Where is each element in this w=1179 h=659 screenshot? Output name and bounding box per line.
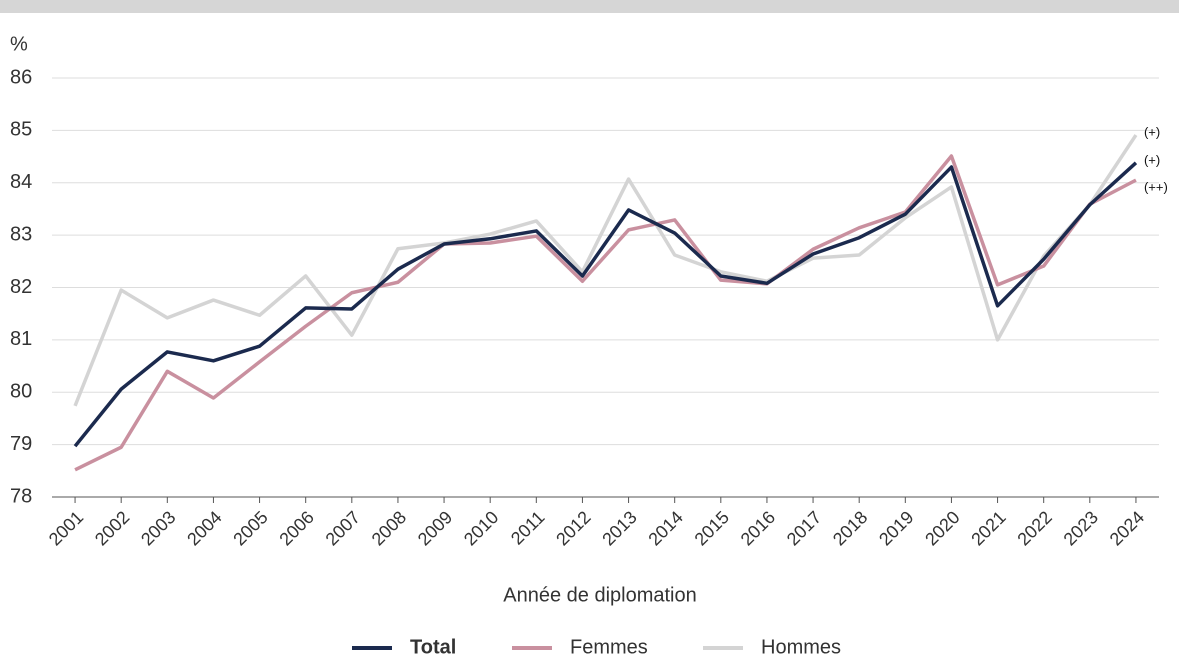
x-tick-label: 2018	[829, 507, 871, 549]
y-tick-label: 79	[10, 433, 32, 455]
x-tick-label: 2023	[1060, 507, 1102, 549]
y-tick-label: 84	[10, 171, 32, 193]
y-tick-label: 81	[10, 328, 32, 350]
x-tick-label: 2020	[921, 507, 963, 549]
x-tick-label: 2001	[45, 507, 87, 549]
x-tick-label: 2011	[507, 507, 549, 549]
top-bar	[0, 0, 1179, 13]
x-tick-label: 2019	[875, 507, 917, 549]
x-tick-label: 2013	[598, 507, 640, 549]
y-tick-label: 80	[10, 381, 32, 403]
x-tick-label: 2009	[414, 507, 456, 549]
annotation: (+)	[1144, 125, 1160, 140]
y-tick-label: 83	[10, 223, 32, 245]
annotation: (+)	[1144, 152, 1160, 167]
x-tick-label: 2005	[229, 507, 271, 549]
x-tick-label: 2002	[91, 507, 133, 549]
x-tick-label: 2015	[691, 507, 733, 549]
y-axis-label: %	[10, 33, 28, 55]
legend-label: Femmes	[570, 636, 648, 658]
y-tick-label: 78	[10, 485, 32, 507]
x-tick-label: 2024	[1106, 507, 1148, 549]
y-tick-label: 86	[10, 66, 32, 88]
annotation: (++)	[1144, 180, 1168, 195]
legend-label: Hommes	[761, 636, 841, 658]
series-line	[73, 161, 1138, 448]
x-tick-label: 2017	[783, 507, 825, 549]
x-tick-label: 2008	[368, 507, 410, 549]
x-tick-label: 2022	[1013, 507, 1055, 549]
x-tick-label: 2014	[644, 507, 686, 549]
series-line	[74, 154, 1137, 472]
series-line	[73, 134, 1138, 407]
x-tick-label: 2007	[322, 507, 364, 549]
y-tick-label: 82	[10, 276, 32, 298]
legend-label: Total	[410, 636, 456, 658]
x-tick-label: 2006	[275, 507, 317, 549]
x-axis-label: Année de diplomation	[503, 584, 696, 606]
x-tick-label: 2010	[460, 507, 502, 549]
y-tick-label: 85	[10, 119, 32, 141]
x-tick-label: 2016	[737, 507, 779, 549]
x-tick-label: 2003	[137, 507, 179, 549]
x-tick-label: 2004	[183, 507, 225, 549]
x-tick-label: 2021	[967, 507, 1009, 549]
x-tick-label: 2012	[552, 507, 594, 549]
